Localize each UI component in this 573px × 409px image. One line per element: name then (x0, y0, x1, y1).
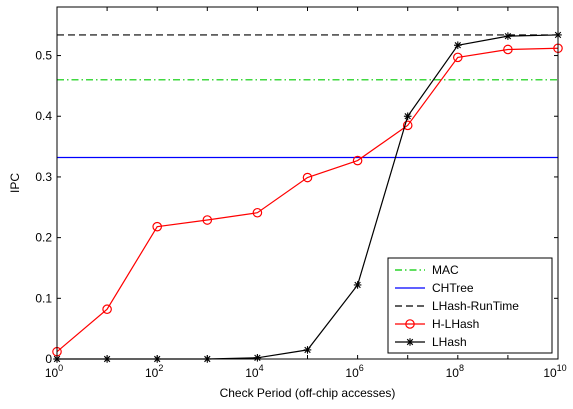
legend-marker-h-lhash (405, 319, 415, 329)
y-tick-label: 0.3 (35, 170, 52, 184)
x-tick-label: 106 (345, 363, 363, 380)
axes: 100 102 104 106 108 1010 0 0.1 0.2 0.3 0.4 0.5 Check… (8, 6, 567, 400)
legend-box (387, 257, 553, 354)
data-point-h-lhash-5 (302, 172, 313, 183)
legend-label-lhash: LHash (432, 335, 467, 349)
y-axis-label: IPC (8, 173, 22, 193)
y-tick-label: 0 (45, 352, 52, 366)
data-point-h-lhash-2 (152, 221, 162, 232)
x-tick-label: 104 (245, 363, 263, 380)
y-tick-label: 0.2 (35, 231, 52, 245)
data-point-lhash-8 (454, 41, 462, 50)
legend-marker-lhash (406, 338, 414, 346)
data-point-lhash-7 (403, 112, 412, 121)
y-tick-label: 0.1 (35, 291, 52, 305)
x-axis-label: Check Period (off-chip accesses) (220, 386, 396, 400)
series-line-h-lhash (56, 47, 559, 353)
legend-label-lhash-runtime: LHash-RunTime (432, 299, 519, 313)
data-point-h-lhash-8 (452, 52, 463, 63)
legend-label-chtree: CHTree (432, 281, 474, 295)
data-point-lhash-9 (504, 32, 512, 40)
data-point-h-lhash-9 (503, 44, 513, 55)
data-point-lhash-6 (353, 281, 362, 289)
y-tick-label: 0.5 (35, 49, 52, 63)
legend-label-mac: MAC (432, 263, 459, 277)
x-tick-label: 100 (45, 363, 63, 380)
x-tick-label: 1010 (543, 363, 566, 380)
data-point-h-lhash-4 (252, 207, 263, 218)
data-point-h-lhash-1 (102, 304, 112, 315)
legend-label-h-lhash: H-LHash (432, 317, 479, 331)
data-point-lhash-5 (303, 346, 312, 354)
x-tick-label: 102 (145, 363, 163, 380)
x-tick-label: 108 (446, 363, 464, 380)
legend: MAC CHTree LHash-RunTime H-LHash LHash (387, 257, 553, 354)
data-point-h-lhash-3 (202, 215, 213, 225)
data-point-h-lhash-6 (352, 155, 363, 166)
y-tick-label: 0.4 (35, 109, 52, 123)
data-point-h-lhash-7 (402, 120, 413, 131)
